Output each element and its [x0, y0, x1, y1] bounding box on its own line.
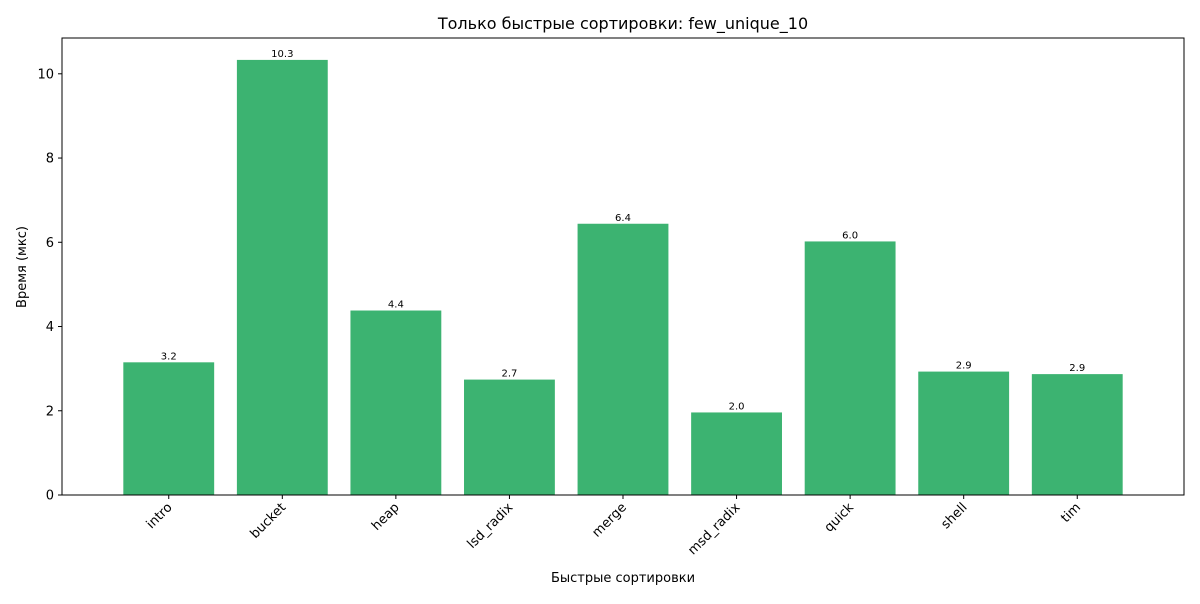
value-label-merge: 6.4 — [615, 213, 631, 224]
bars-layer: 3.2 10.3 4.4 2.7 6.4 2.0 6.0 2.9 2.9 — [123, 49, 1123, 496]
y-tick-label: 8 — [46, 152, 54, 167]
value-label-bucket: 10.3 — [271, 49, 293, 60]
x-tick-label: heap — [369, 500, 403, 534]
x-tick-label: merge — [590, 500, 630, 540]
bar-bucket — [236, 59, 328, 496]
x-tick-label: bucket — [248, 500, 290, 542]
bar-shell — [918, 371, 1010, 495]
bar-intro — [123, 362, 215, 495]
bar-tim — [1031, 374, 1123, 495]
x-tick-label: intro — [144, 500, 176, 532]
x-tick-label: quick — [822, 500, 858, 536]
x-tick-label: lsd_radix — [465, 500, 517, 552]
y-tick-label: 2 — [46, 404, 54, 419]
bar-merge — [577, 223, 669, 495]
value-label-intro: 3.2 — [161, 351, 177, 362]
bar-quick — [804, 241, 896, 495]
x-axis-label: Быстрые сортировки — [551, 571, 695, 586]
value-label-heap: 4.4 — [388, 300, 404, 311]
y-tick-label: 6 — [46, 236, 54, 251]
value-label-shell: 2.9 — [956, 361, 972, 372]
y-tick-label: 0 — [46, 489, 54, 504]
value-label-quick: 6.0 — [842, 230, 858, 241]
x-tick-label: shell — [939, 500, 971, 532]
bar-heap — [350, 310, 442, 495]
x-tick-label: tim — [1058, 500, 1084, 526]
y-tick-label: 4 — [46, 320, 54, 335]
y-tick-label: 10 — [37, 67, 54, 82]
bar-msd_radix — [691, 412, 782, 495]
plot-frame — [61, 37, 1185, 496]
value-label-lsd_radix: 2.7 — [501, 369, 517, 380]
bar-lsd_radix — [464, 379, 555, 495]
value-label-tim: 2.9 — [1069, 363, 1085, 374]
y-axis-label: Время (мкс) — [15, 226, 30, 308]
value-label-msd_radix: 2.0 — [729, 401, 745, 412]
x-tick-label: msd_radix — [685, 500, 743, 558]
chart-title: Только быстрые сортировки: few_unique_10 — [437, 14, 808, 34]
